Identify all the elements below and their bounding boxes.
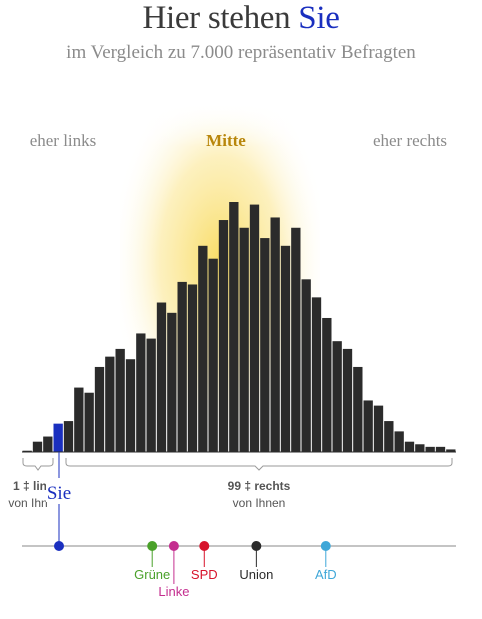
bar (291, 227, 301, 452)
party-label: Linke (158, 584, 189, 599)
bar (208, 258, 218, 452)
bar (177, 281, 187, 452)
bar (239, 227, 249, 452)
bar (94, 366, 105, 452)
bar (187, 284, 198, 452)
label-right: eher rechts (373, 131, 447, 150)
you-label: Sie (47, 483, 71, 504)
bar (280, 245, 291, 452)
right-share-line1: 99 ‡ rechts (228, 479, 291, 493)
bar (43, 436, 53, 452)
bar (136, 333, 146, 452)
bar (146, 338, 156, 452)
bar (384, 421, 394, 452)
bar (435, 446, 446, 452)
right-share-line2: von Ihnen (233, 496, 286, 510)
right-bracket (65, 458, 453, 471)
left-share-line2: von Ihn (8, 496, 47, 510)
bar (446, 449, 456, 452)
bar (425, 446, 435, 452)
bar (270, 217, 280, 452)
bars-group (22, 202, 456, 452)
party-dot (199, 541, 210, 551)
party-dot (251, 541, 262, 551)
title-prefix: Hier stehen (142, 0, 299, 36)
bar (332, 341, 342, 452)
party-dot (168, 541, 179, 551)
bar (322, 317, 332, 452)
bar-you (53, 423, 63, 452)
left-bracket (22, 458, 54, 471)
bar (301, 279, 311, 452)
page-title: Hier stehen Sie (0, 0, 482, 37)
bar (229, 202, 239, 452)
party-label: Union (239, 567, 273, 582)
bar (415, 444, 425, 452)
bar (105, 356, 115, 452)
bar (74, 387, 84, 452)
left-share-line1: 1 ‡ lin (13, 479, 47, 493)
bar (198, 245, 208, 452)
bar (311, 297, 322, 452)
bar (156, 302, 167, 452)
party-label: AfD (315, 567, 337, 582)
party-label: SPD (191, 567, 218, 582)
bar (363, 400, 373, 452)
party-label: Grüne (134, 567, 170, 582)
title-you: Sie (298, 0, 340, 36)
party-dot (147, 541, 158, 551)
bar (260, 238, 270, 452)
bar (32, 441, 43, 452)
bar (125, 359, 136, 452)
bar (115, 348, 125, 452)
bar (394, 431, 404, 452)
bar (342, 348, 353, 452)
label-left: eher links (30, 131, 97, 150)
bar (353, 366, 363, 452)
label-center: Mitte (206, 131, 246, 150)
bar (84, 392, 94, 452)
bar (404, 441, 415, 452)
bar (63, 421, 74, 452)
bar (373, 405, 384, 452)
party-dot (320, 541, 331, 551)
bar (249, 204, 260, 452)
bar (218, 220, 229, 452)
you-label-bg (46, 480, 72, 502)
you-dot (54, 541, 64, 551)
bar (167, 312, 177, 452)
bar (22, 450, 32, 452)
page-subtitle: im Vergleich zu 7.000 repräsentativ Befr… (66, 42, 416, 63)
